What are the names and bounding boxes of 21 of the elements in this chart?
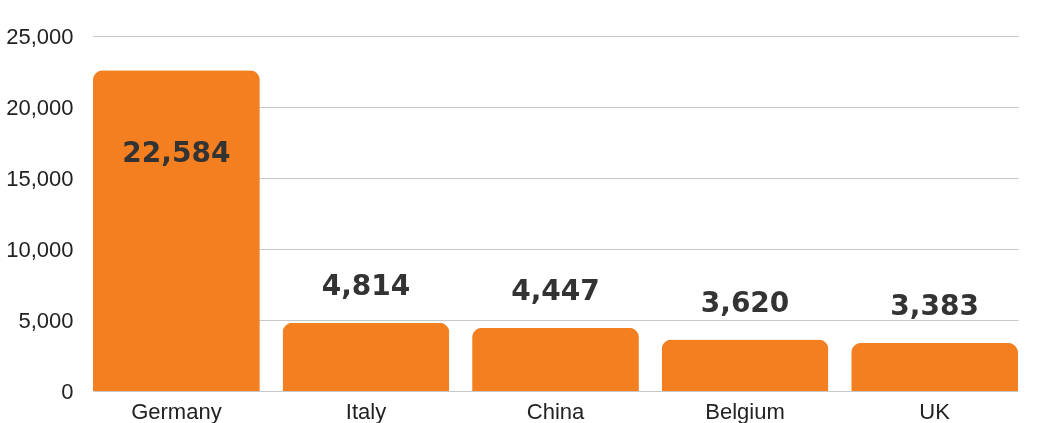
y-tick-label: 0 xyxy=(61,378,74,404)
bar xyxy=(282,322,450,391)
data-label: 4,447 xyxy=(511,273,600,307)
x-tick-label: Belgium xyxy=(705,398,785,423)
bar xyxy=(661,339,829,391)
bar xyxy=(472,327,639,391)
data-label: 22,584 xyxy=(122,136,231,170)
x-tick-label: China xyxy=(526,398,585,423)
data-label: 3,620 xyxy=(700,285,790,319)
y-tick-label: 20,000 xyxy=(6,94,74,120)
data-label: 3,383 xyxy=(890,288,979,322)
y-tick-label: 15,000 xyxy=(6,165,74,191)
bar xyxy=(851,342,1018,391)
y-tick-label: 25,000 xyxy=(6,23,74,49)
data-label: 4,814 xyxy=(321,268,411,302)
bar xyxy=(93,70,260,391)
x-tick-label: Italy xyxy=(345,398,387,423)
y-tick-label: 5,000 xyxy=(18,307,74,333)
y-tick-label: 10,000 xyxy=(6,236,74,262)
x-tick-label: Germany xyxy=(131,398,222,423)
x-tick-label: UK xyxy=(919,398,951,423)
